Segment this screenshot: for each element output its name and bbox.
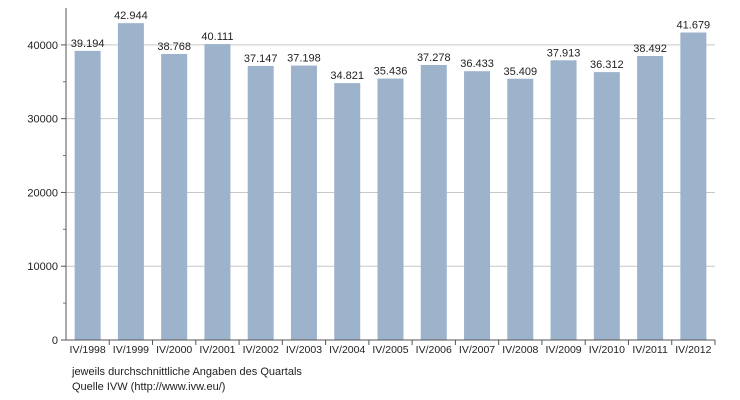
- bar: [420, 64, 447, 341]
- bar: [377, 78, 404, 340]
- x-tick-label: IV/2011: [632, 344, 668, 356]
- bar: [117, 23, 144, 341]
- y-tick-label: 30000: [27, 114, 58, 126]
- data-label: 35.409: [503, 66, 537, 78]
- data-label: 41.679: [677, 20, 711, 32]
- data-label: 36.312: [590, 59, 624, 71]
- data-label: 37.147: [244, 53, 278, 65]
- x-tick-label: IV/2001: [199, 344, 235, 356]
- x-tick-label: IV/1999: [113, 344, 149, 356]
- x-tick-label: IV/1998: [70, 344, 106, 356]
- data-label: 37.278: [417, 52, 451, 64]
- x-tick-label: IV/2002: [243, 344, 279, 356]
- x-tick-label: IV/2007: [459, 344, 495, 356]
- x-tick-label: IV/2000: [156, 344, 192, 356]
- footnote-source: Quelle IVW (http://www.ivw.eu/): [72, 381, 226, 393]
- x-tick-label: IV/2005: [372, 344, 408, 356]
- bar: [637, 56, 664, 340]
- x-axis: IV/1998 IV/1999 IV/2000 IV/2001 IV/2002 IV/20…: [66, 339, 716, 356]
- data-label: 37.198: [287, 53, 321, 65]
- bar: [550, 60, 577, 340]
- bar: [507, 78, 534, 341]
- bar: [334, 83, 361, 341]
- y-tick-label: 10000: [27, 261, 58, 273]
- y-tick-label: 0: [52, 335, 58, 347]
- footnote-average: jeweils durchschnittliche Angaben des Qu…: [72, 366, 302, 378]
- data-label: 39.194: [71, 38, 105, 50]
- data-label: 34.821: [330, 70, 364, 82]
- x-tick-label: IV/2003: [286, 344, 322, 356]
- data-label: 35.436: [374, 66, 408, 78]
- x-tick-label: IV/2006: [416, 344, 452, 356]
- bar: [161, 53, 188, 341]
- data-label: 36.433: [460, 58, 494, 70]
- data-label: 38.768: [157, 41, 191, 53]
- y-axis: 0 10000 20000 30000 40000: [27, 8, 67, 347]
- y-tick-label: 40000: [27, 40, 58, 52]
- x-tick-label: IV/2010: [589, 344, 625, 356]
- bar: [74, 50, 101, 340]
- bar: [204, 44, 231, 341]
- bar: [464, 71, 491, 341]
- x-tick-label: IV/2009: [545, 344, 581, 356]
- data-label: 42.944: [114, 10, 148, 22]
- data-label: 37.913: [547, 47, 581, 59]
- bar: [593, 72, 620, 340]
- bar: [680, 32, 707, 341]
- y-tick-label: 20000: [27, 187, 58, 199]
- bar: [290, 65, 317, 340]
- x-tick-label: IV/2012: [675, 344, 711, 356]
- bars: 39.194 42.944 38.768 40.111 37.147 37.198 34.8…: [71, 10, 711, 341]
- data-label: 38.492: [633, 43, 667, 55]
- bar: [247, 65, 274, 341]
- x-tick-label: IV/2004: [329, 344, 365, 356]
- x-tick-label: IV/2008: [502, 344, 538, 356]
- data-label: 40.111: [201, 31, 233, 43]
